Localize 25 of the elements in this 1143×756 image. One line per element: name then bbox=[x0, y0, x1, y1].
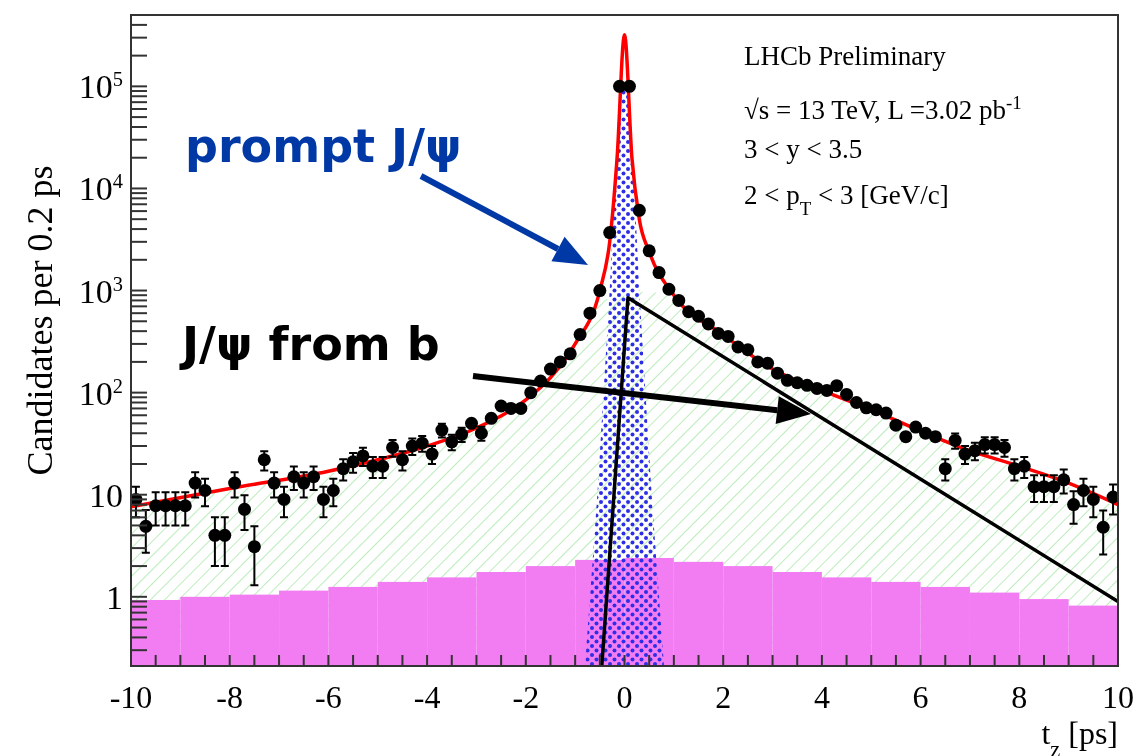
y-tick-label: 1 bbox=[106, 578, 123, 616]
x-tick-label: -10 bbox=[109, 679, 153, 715]
x-tick-label: 4 bbox=[813, 679, 830, 715]
annotation: J/ψ from b bbox=[179, 317, 440, 371]
x-tick-label: 10 bbox=[1102, 679, 1134, 715]
annotation: LHCb Preliminary bbox=[744, 41, 947, 71]
x-tick-label: -6 bbox=[315, 679, 342, 715]
annotation: 2 < p$_{T}$ < 3 [GeV/c] bbox=[744, 180, 949, 219]
y-tick-label: 10 bbox=[89, 476, 123, 514]
annotation: √s = 13 TeV, L =3.02 pb$^{-1}$ bbox=[744, 91, 1022, 125]
y-tick-label: 10$^{2}$ bbox=[78, 374, 123, 412]
x-tick-label: 2 bbox=[715, 679, 732, 715]
annotation: prompt J/ψ bbox=[185, 119, 462, 173]
x-tick-label: 0 bbox=[616, 679, 633, 715]
x-tick-label: 6 bbox=[912, 679, 929, 715]
x-tick-label: -4 bbox=[413, 679, 441, 715]
x-axis-title: t$_{z}$ [ps] bbox=[1041, 715, 1118, 756]
annotation: 3 < y < 3.5 bbox=[744, 134, 863, 164]
y-tick-label: 10$^{4}$ bbox=[78, 169, 123, 207]
x-tick-label: -8 bbox=[216, 679, 244, 715]
y-axis-title: Candidates per 0.2 ps bbox=[20, 165, 60, 476]
y-tick-label: 10$^{5}$ bbox=[78, 67, 123, 105]
x-tick-label: 8 bbox=[1011, 679, 1028, 715]
x-tick-label: -2 bbox=[512, 679, 540, 715]
y-tick-label: 10$^{3}$ bbox=[78, 272, 123, 310]
